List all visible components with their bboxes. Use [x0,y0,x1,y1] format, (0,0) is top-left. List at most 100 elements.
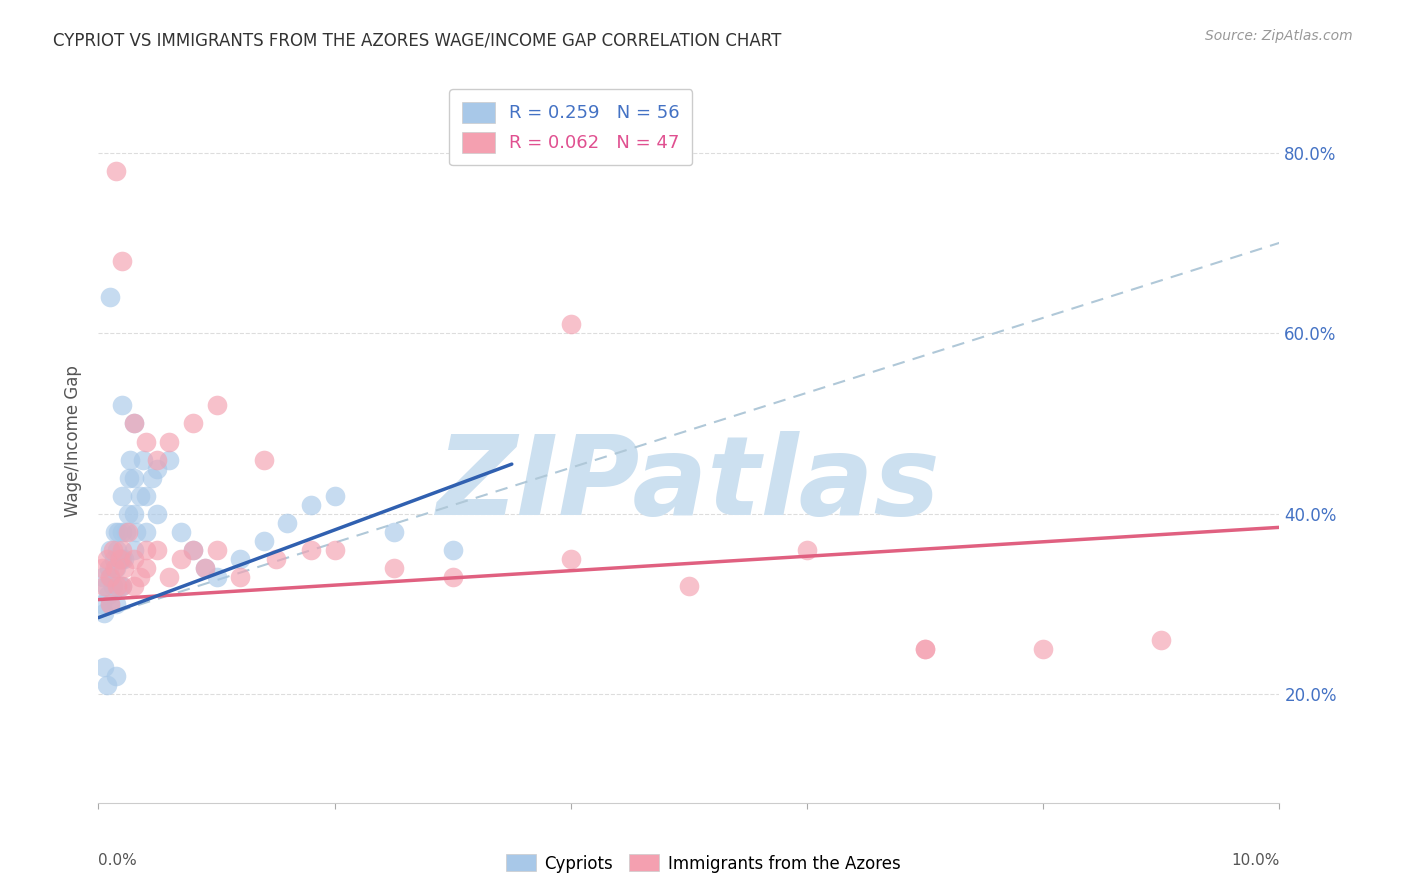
Point [104,561,127,575]
Point [205,570,228,584]
Point [104,524,127,539]
Point [678,579,700,593]
Point [181,542,204,557]
Point [441,570,464,584]
Point [205,398,228,412]
Point [181,417,204,431]
Legend: Cypriots, Immigrants from the Azores: Cypriots, Immigrants from the Azores [499,847,907,880]
Y-axis label: Wage/Income Gap: Wage/Income Gap [65,366,83,517]
Point [914,642,936,657]
Point [118,471,141,485]
Point [96,552,118,566]
Point [93,579,115,593]
Point [91,561,114,575]
Point [146,507,169,521]
Point [194,561,217,575]
Point [107,524,129,539]
Point [194,561,217,575]
Point [796,542,818,557]
Point [101,542,124,557]
Point [560,552,582,566]
Point [264,552,287,566]
Point [98,597,121,611]
Point [110,552,132,566]
Point [97,588,120,602]
Point [112,561,135,575]
Point [135,561,157,575]
Point [170,524,193,539]
Point [122,507,145,521]
Point [98,290,121,304]
Point [111,542,134,557]
Point [276,516,298,530]
Point [141,471,163,485]
Point [122,579,145,593]
Point [323,489,346,503]
Point [111,552,134,566]
Point [128,570,150,584]
Point [170,552,193,566]
Point [560,317,582,331]
Point [122,552,145,566]
Point [105,542,128,557]
Point [122,417,145,431]
Point [117,507,139,521]
Point [382,524,405,539]
Point [105,561,128,575]
Text: ZIPatlas: ZIPatlas [437,432,941,539]
Point [98,570,121,584]
Point [117,524,139,539]
Point [103,552,125,566]
Point [132,452,155,467]
Point [157,570,180,584]
Point [125,524,148,539]
Point [135,542,157,557]
Point [323,542,346,557]
Text: Source: ZipAtlas.com: Source: ZipAtlas.com [1205,29,1353,43]
Point [205,542,228,557]
Point [98,561,121,575]
Point [111,398,134,412]
Point [91,570,114,584]
Point [229,552,252,566]
Point [108,579,131,593]
Point [157,434,180,449]
Point [181,542,204,557]
Point [299,498,322,512]
Point [111,579,134,593]
Point [91,597,114,611]
Point [146,461,169,475]
Point [105,163,128,178]
Point [105,579,128,593]
Point [253,533,276,548]
Point [101,579,124,593]
Point [146,542,169,557]
Legend: R = 0.259   N = 56, R = 0.062   N = 47: R = 0.259 N = 56, R = 0.062 N = 47 [450,89,692,165]
Point [135,434,157,449]
Text: CYPRIOT VS IMMIGRANTS FROM THE AZORES WAGE/INCOME GAP CORRELATION CHART: CYPRIOT VS IMMIGRANTS FROM THE AZORES WA… [53,31,782,49]
Point [128,489,150,503]
Point [299,542,322,557]
Point [112,552,135,566]
Point [122,471,145,485]
Point [253,452,276,467]
Point [441,542,464,557]
Point [105,597,128,611]
Point [135,489,157,503]
Point [93,606,115,620]
Point [157,452,180,467]
Point [93,660,115,674]
Point [135,524,157,539]
Point [111,489,134,503]
Point [96,678,118,692]
Point [111,253,134,268]
Point [114,524,136,539]
Point [105,669,128,683]
Point [111,579,134,593]
Point [122,542,145,557]
Point [98,597,121,611]
Text: 10.0%: 10.0% [1232,854,1279,869]
Point [120,452,142,467]
Point [98,570,121,584]
Point [146,452,169,467]
